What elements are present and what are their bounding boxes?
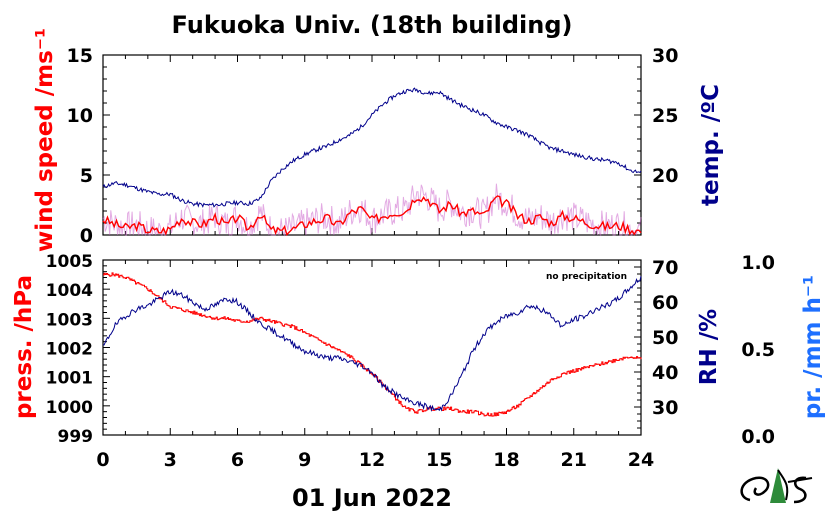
wind-axis-label: wind speed /ms⁻¹ xyxy=(32,28,58,252)
x-tick-label: 0 xyxy=(96,449,109,471)
relative-humidity-line xyxy=(103,276,642,413)
precip-axis-label: pr. /mm h⁻¹ xyxy=(800,275,826,419)
rh-tick-label: 50 xyxy=(652,327,678,349)
precip-tick-label: 0.5 xyxy=(741,339,775,361)
top-tick-marks xyxy=(102,54,642,236)
bottom-panel-frame xyxy=(102,259,642,436)
wind-tick-label: 5 xyxy=(80,165,93,187)
pressure-tick-label: 999 xyxy=(58,427,94,447)
x-tick-labels: 0 3 6 9 12 15 18 21 24 xyxy=(96,449,654,471)
pressure-tick-label: 1001 xyxy=(46,369,93,389)
x-tick-label: 15 xyxy=(426,449,452,471)
chart-title: Fukuoka Univ. (18th building) xyxy=(172,11,573,39)
temp-tick-labels: 20 25 30 xyxy=(652,45,678,187)
wind-tick-label: 15 xyxy=(67,45,93,67)
wind-tick-label: 10 xyxy=(67,105,93,127)
rh-tick-labels: 30 40 50 60 70 xyxy=(652,257,678,419)
x-tick-label: 24 xyxy=(628,449,654,471)
pressure-tick-label: 1005 xyxy=(46,252,93,272)
temperature-line xyxy=(102,87,642,208)
temp-tick-label: 25 xyxy=(652,105,678,127)
wind-tick-labels: 0 5 10 15 xyxy=(67,45,93,247)
pressure-tick-labels: 999 1000 1001 1002 1003 1004 1005 xyxy=(46,252,93,447)
x-tick-label: 6 xyxy=(231,449,244,471)
date-label: 01 Jun 2022 xyxy=(292,484,452,512)
pressure-tick-label: 1003 xyxy=(46,310,93,330)
pressure-line xyxy=(103,272,642,417)
wind-tick-label: 0 xyxy=(80,225,93,247)
bottom-tick-marks xyxy=(102,259,642,436)
x-tick-label: 3 xyxy=(164,449,177,471)
x-tick-label: 18 xyxy=(493,449,519,471)
pressure-tick-label: 1002 xyxy=(46,340,93,360)
wind-speed-line xyxy=(102,195,642,236)
rh-tick-label: 30 xyxy=(652,397,678,419)
rh-tick-label: 40 xyxy=(652,362,678,384)
rh-axis-label: RH /% xyxy=(696,309,722,385)
x-tick-label: 9 xyxy=(298,449,311,471)
top-panel: 0 5 10 15 20 25 30 xyxy=(67,45,679,247)
precip-tick-label: 1.0 xyxy=(741,252,775,274)
top-panel-frame xyxy=(102,54,642,236)
x-tick-label: 12 xyxy=(359,449,385,471)
pressure-tick-label: 1004 xyxy=(46,281,93,301)
temp-tick-label: 20 xyxy=(652,165,678,187)
pressure-axis-label: press. /hPa xyxy=(11,275,37,419)
wind-speed-raw-line xyxy=(102,183,642,237)
rh-tick-label: 60 xyxy=(652,292,678,314)
x-tick-label: 21 xyxy=(561,449,587,471)
rh-tick-label: 70 xyxy=(652,257,678,279)
precipitation-tick-labels: 0.0 0.5 1.0 xyxy=(741,252,775,448)
pressure-tick-label: 1000 xyxy=(46,398,93,418)
precipitation-note: no precipitation xyxy=(546,272,627,282)
temp-axis-label: temp. /ºC xyxy=(698,84,724,206)
institution-logo xyxy=(740,468,813,504)
temp-tick-label: 30 xyxy=(652,45,678,67)
precip-tick-label: 0.0 xyxy=(741,426,775,448)
